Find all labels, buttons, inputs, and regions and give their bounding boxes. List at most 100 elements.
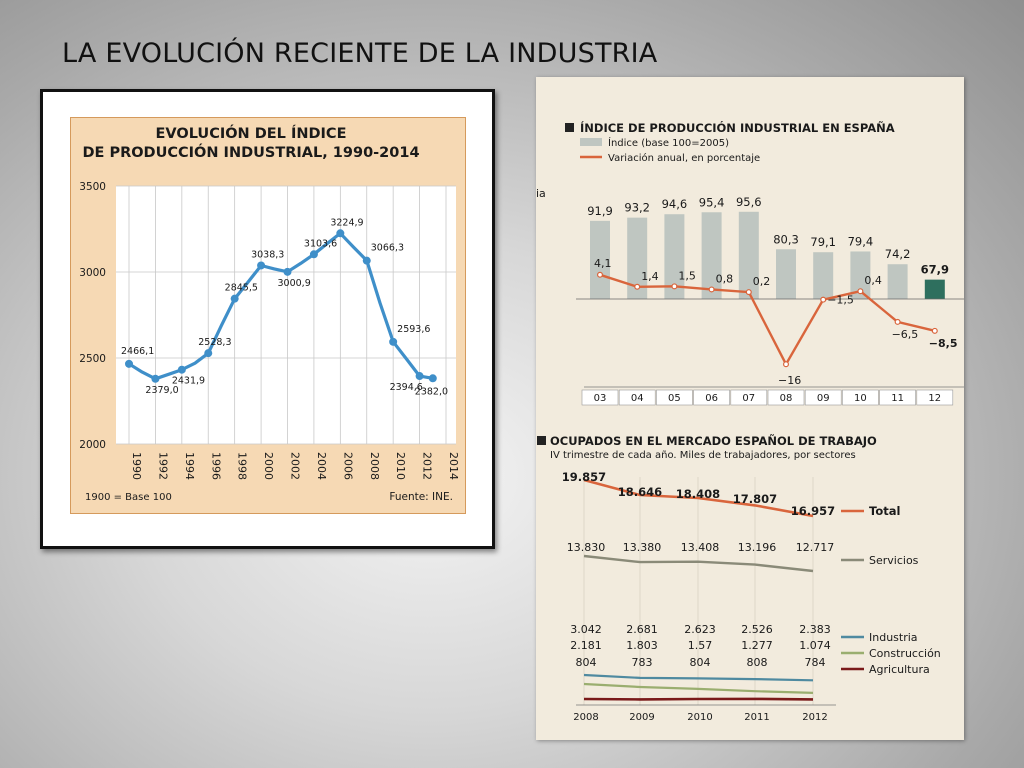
chart2-bar-label: 95,4 (699, 195, 725, 209)
chart2-bar (813, 252, 834, 299)
chart2-category-label: 05 (668, 393, 681, 404)
chart3-x-tick-label: 2008 (573, 712, 598, 723)
chart1-data-point (309, 250, 318, 259)
chart2-category-label: 10 (854, 393, 867, 404)
chart1-data-point (177, 365, 186, 374)
chart2-category-box (879, 389, 916, 406)
chart2-category-label: 12 (928, 393, 941, 404)
chart1-data-point (283, 267, 292, 276)
chart2-bar-label: 67,9 (921, 263, 949, 277)
chart2-variation-point (783, 361, 790, 368)
chart3-series-line (583, 554, 814, 573)
chart3-value-label: 2.681 (626, 623, 658, 636)
chart2-variation-label: 1,4 (641, 270, 659, 283)
chart2-legend-variation: Variación anual, en porcentaje (608, 152, 760, 164)
chart1-x-tick-label: 2004 (315, 452, 328, 480)
chart2-variation-label: 4,1 (594, 257, 612, 270)
chart2-variation-label: −6,5 (892, 328, 919, 341)
chart2-category-label: 11 (891, 393, 904, 404)
chart2-bar (776, 249, 796, 299)
chart2-variation-point (634, 283, 641, 290)
chart2-bar (627, 217, 648, 299)
chart3-x-tick-label: 2010 (687, 712, 712, 723)
chart1-data-label: 2845,5 (225, 283, 258, 294)
chart1-title-line1: EVOLUCIÓN DEL ÍNDICE (156, 124, 347, 142)
chart1-data-label: 3224,9 (330, 217, 363, 228)
chart1-x-tick-label: 1992 (156, 452, 169, 480)
chart2-variation-point (708, 286, 715, 293)
chart3-legend-label: Agricultura (869, 663, 930, 676)
chart3-legend-label: Servicios (869, 554, 919, 567)
chart2-legend-index: Índice (base 100=2005) (608, 136, 729, 149)
chart2-variation-label: −8,5 (929, 337, 958, 350)
chart3-title: OCUPADOS EN EL MERCADO ESPAÑOL DE TRABAJ… (550, 433, 877, 448)
chart1-plot-area (116, 186, 456, 444)
left-chart-frame: EVOLUCIÓN DEL ÍNDICE DE PRODUCCIÓN INDUS… (40, 89, 495, 549)
newspaper-clipping: ÍNDICE DE PRODUCCIÓN INDUSTRIAL EN ESPAÑ… (536, 77, 964, 740)
chart2-bar (664, 214, 685, 299)
chart3-value-label: 1.803 (626, 639, 658, 652)
chart1-data-label: 2394,6 (390, 382, 423, 393)
chart1-base-note: 1900 = Base 100 (85, 492, 172, 503)
chart2-title: ÍNDICE DE PRODUCCIÓN INDUSTRIAL EN ESPAÑ… (580, 120, 895, 135)
chart3-value-label: 12.717 (796, 541, 835, 554)
chart2-category-box (730, 389, 768, 406)
chart2-category-box (656, 389, 693, 406)
chart2-bar-label: 80,3 (773, 232, 799, 246)
chart1-data-point (362, 256, 371, 265)
chart2-category-label: 04 (631, 393, 644, 404)
chart3-x-tick-label: 2011 (744, 712, 769, 723)
chart3-legend-label: Construcción (869, 647, 941, 660)
chart2-category-label: 09 (817, 393, 830, 404)
chart3-value-label: 17.807 (733, 492, 777, 506)
chart3-value-label: 1.57 (688, 639, 713, 652)
chart3-value-label: 804 (690, 656, 711, 669)
chart2-bar (887, 264, 908, 299)
chart3-value-label: 3.042 (570, 623, 602, 636)
chart3-value-label: 783 (632, 656, 653, 669)
chart1-data-point (230, 294, 239, 303)
chart2-title-marker (565, 123, 574, 132)
chart2-variation-point (857, 288, 864, 295)
chart3-value-label: 2.623 (684, 623, 716, 636)
slide-title: LA EVOLUCIÓN RECIENTE DE LA INDUSTRIA (62, 38, 658, 69)
chart2-category-box (842, 389, 879, 406)
chart3-x-tick-label: 2009 (629, 712, 654, 723)
chart2-category-label: 07 (742, 393, 755, 404)
chart3-value-label: 804 (576, 656, 597, 669)
chart3-value-label: 808 (747, 656, 768, 669)
chart1-data-label: 3066,3 (371, 243, 404, 254)
chart2-variation-point (596, 271, 603, 278)
chart2-category-box (693, 389, 730, 406)
chart1-y-tick-label: 2500 (79, 353, 106, 365)
chart2-bar (924, 279, 945, 299)
chart1-y-tick-label: 3000 (79, 267, 106, 279)
chart1-x-tick-label: 2012 (421, 452, 434, 480)
chart1-x-tick-label: 2002 (289, 452, 302, 480)
chart2-variation-point (671, 283, 678, 290)
chart3-value-label: 1.074 (799, 639, 831, 652)
chart2-variation-point (745, 289, 752, 296)
chart2-category-box (618, 389, 656, 406)
chart2-variation-line (599, 273, 936, 367)
chart1-x-tick-label: 1990 (130, 452, 143, 480)
chart1-title-line2: DE PRODUCCIÓN INDUSTRIAL, 1990-2014 (82, 143, 419, 161)
chart2-category-label: 08 (780, 393, 793, 404)
chart1-x-tick-label: 2014 (447, 452, 460, 480)
chart3-value-label: 1.277 (741, 639, 773, 652)
chart1-data-point (415, 372, 424, 381)
chart3-value-label: 19.857 (562, 470, 606, 484)
chart3-value-label: 13.196 (738, 541, 777, 554)
chart1-data-label: 2528,3 (198, 337, 231, 348)
chart1-y-tick-label: 3500 (79, 181, 106, 193)
chart2-variation-label: 0,4 (864, 274, 882, 287)
chart2-bar-label: 91,9 (587, 204, 613, 218)
chart2-variation-point (894, 318, 901, 325)
chart2-bar (738, 211, 759, 299)
chart2-variation-label: −1,5 (827, 294, 854, 307)
chart1-data-label: 3000,9 (278, 278, 311, 289)
chart2-variation-point (931, 327, 938, 334)
chart3-series-line (583, 673, 814, 682)
chart1-x-tick-label: 2008 (368, 452, 381, 480)
chart3-series-line (583, 697, 814, 701)
